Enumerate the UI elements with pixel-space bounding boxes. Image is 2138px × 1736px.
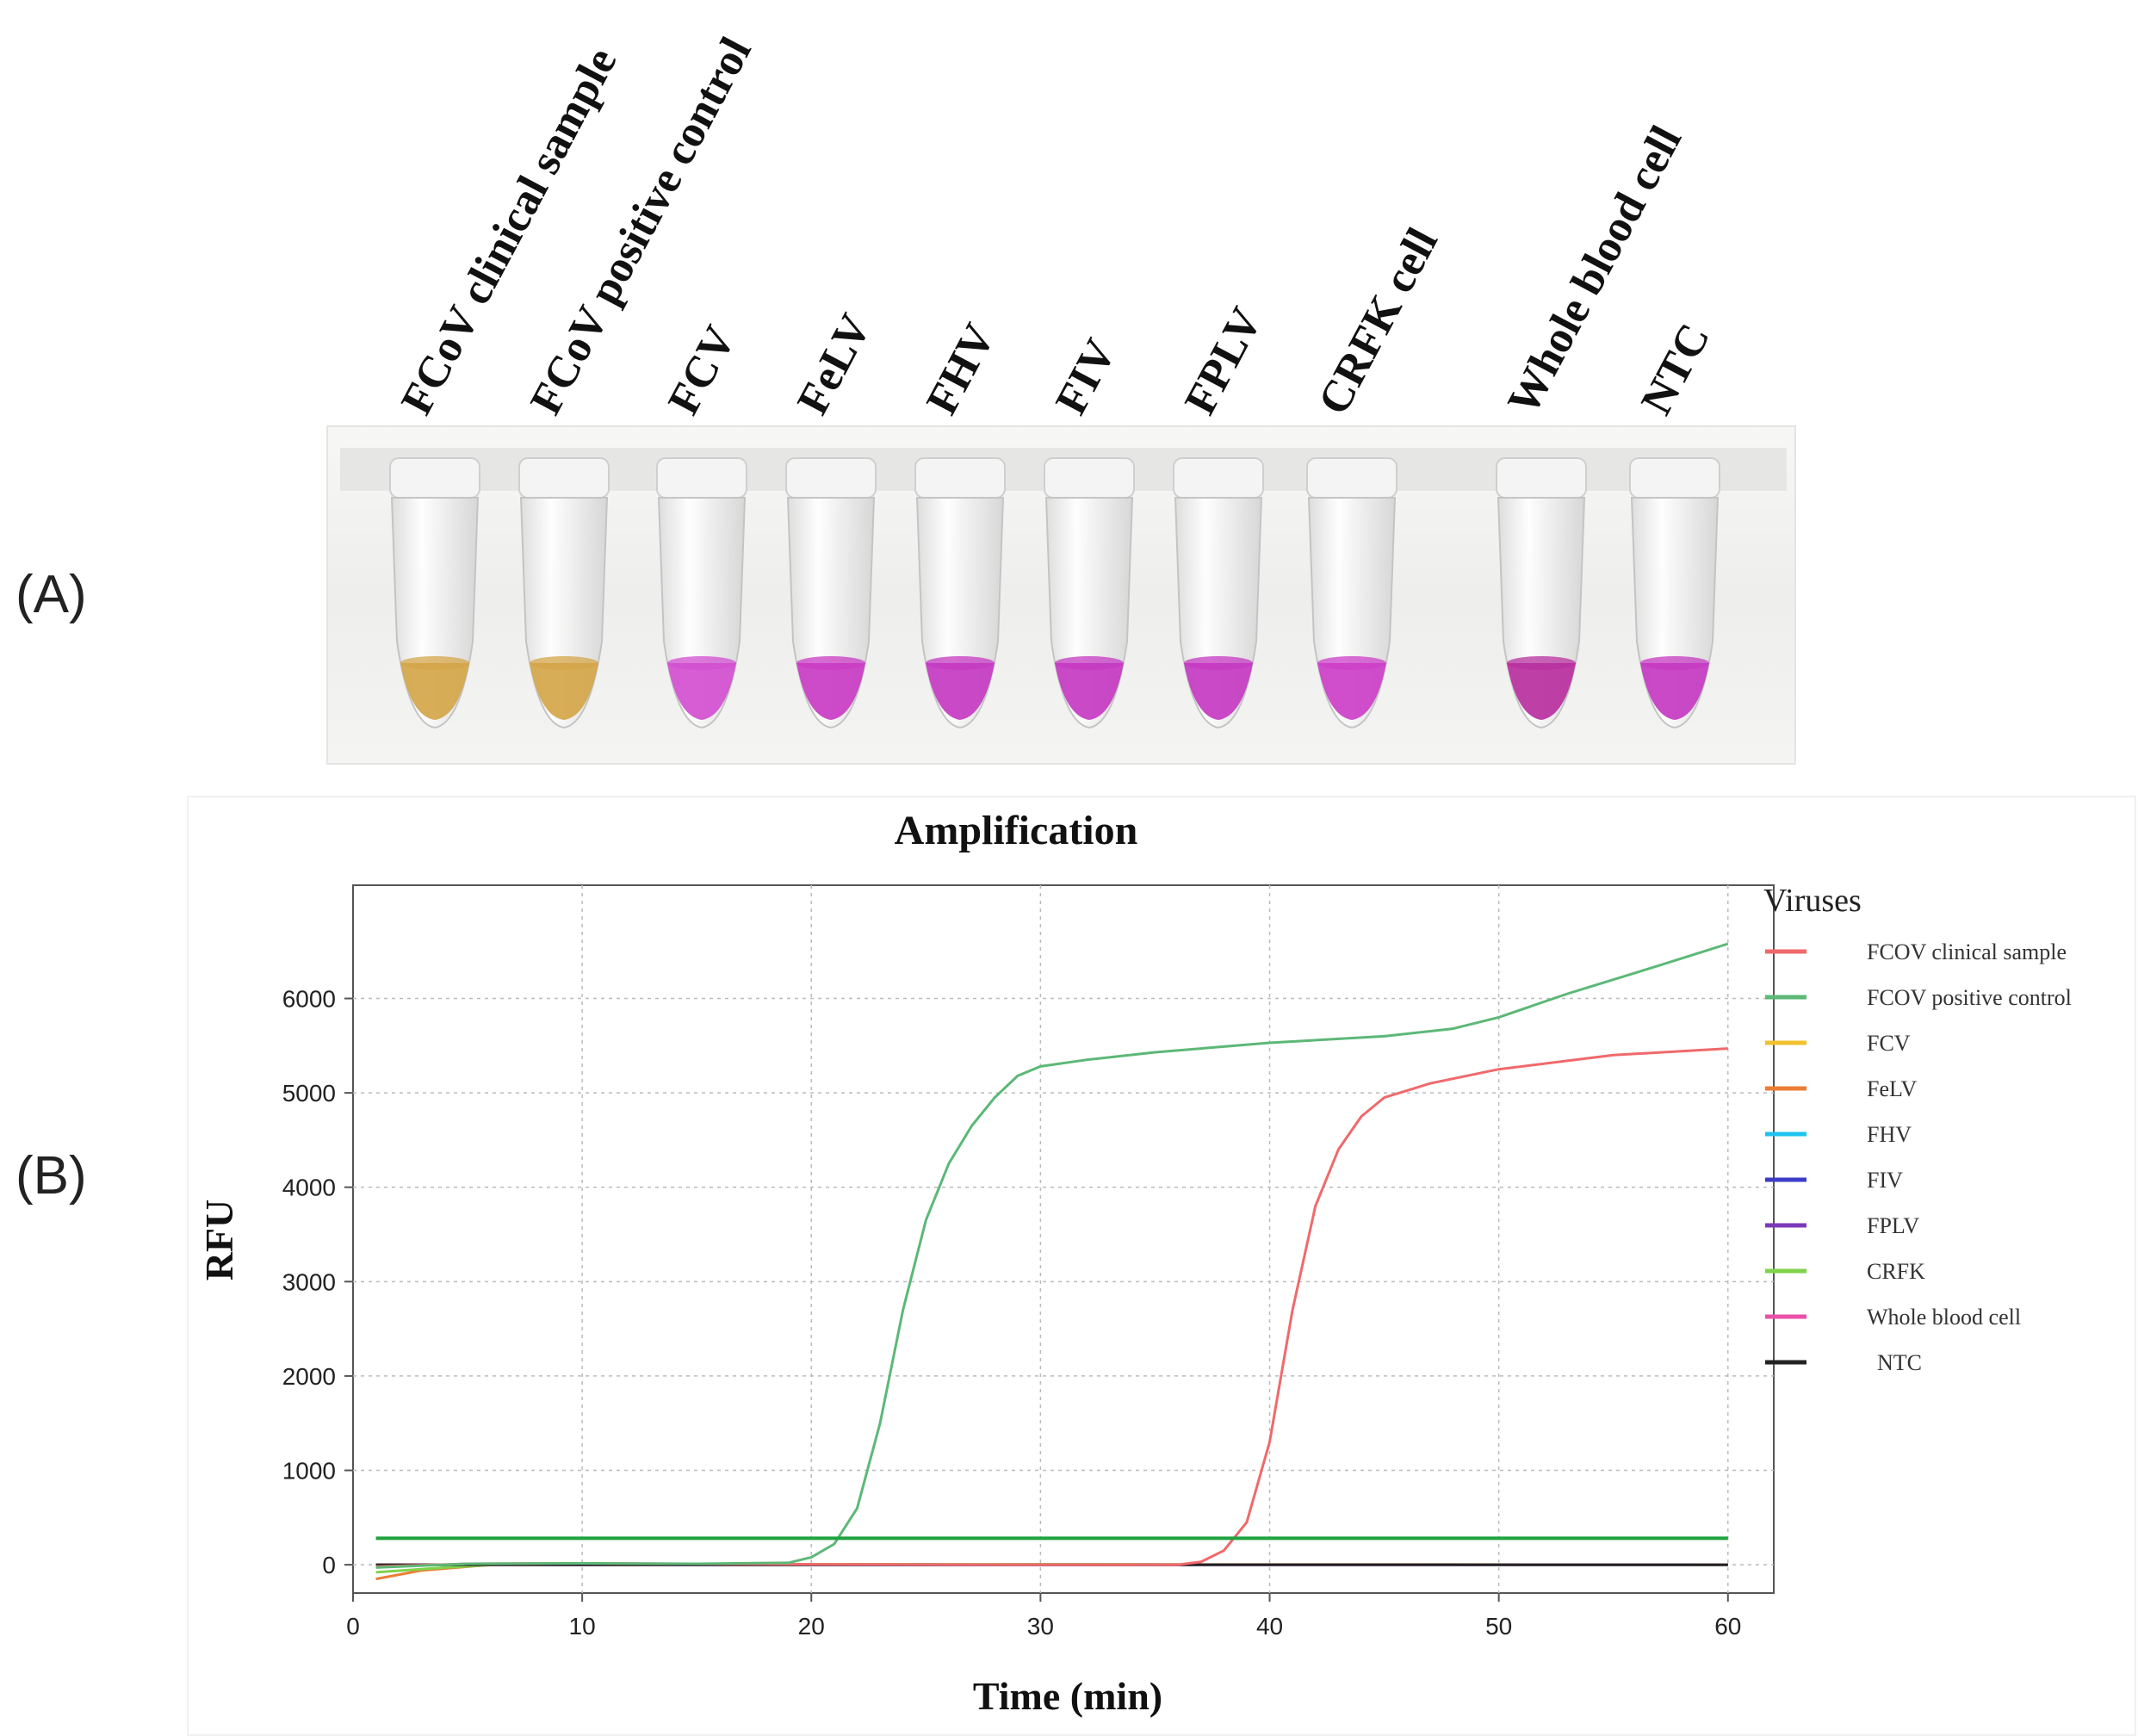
tube [785,457,877,729]
tube-liquid [530,663,598,720]
tube [656,457,747,729]
tube-liquid [796,663,865,720]
legend-entry: FCOV clinical sample [1867,939,2067,964]
tube [389,457,480,729]
tube-liquid [1055,663,1124,720]
tube [1044,457,1135,729]
y-tick-label: 2000 [282,1363,336,1390]
series-line-fcov-positive-control [375,942,1729,1569]
x-tick-label: 10 [569,1613,596,1640]
tube-liquid [1184,663,1253,720]
y-tick-label: 6000 [282,986,336,1013]
legend-entry: NTC [1877,1350,1922,1375]
legend-entry: FeLV [1867,1076,1917,1101]
panel-a-label: (A) [15,565,87,624]
tube [1173,457,1264,729]
legend-entry: FIV [1867,1168,1903,1193]
tube-liquid [926,663,995,720]
x-tick-label: 30 [1027,1613,1054,1640]
x-tick-label: 50 [1485,1613,1512,1640]
tube-liquid [1640,663,1709,720]
legend-entry: Whole blood cell [1867,1305,2021,1330]
legend-entry: FPLV [1867,1213,1919,1238]
x-tick-label: 0 [346,1613,360,1640]
x-tick-label: 40 [1256,1613,1283,1640]
tube [914,457,1006,729]
series-line-fcov-clinical-sample [375,1047,1728,1568]
y-tick-label: 3000 [282,1268,336,1295]
x-tick-label: 60 [1714,1613,1741,1640]
x-tick-label: 20 [798,1613,825,1640]
tube [1306,457,1397,729]
y-axis-label: RFU [197,1200,241,1281]
tube [518,457,610,729]
plot-area [352,884,1775,1594]
tube-liquid [400,663,469,720]
legend-title: Viruses [1763,883,1862,919]
y-tick-label: 0 [322,1552,336,1578]
legend-entry: FCOV positive control [1867,985,2072,1010]
chart-title: Amplification [895,808,1138,853]
panel-b-label: (B) [15,1146,87,1206]
y-tick-label: 5000 [282,1080,336,1107]
tube [1496,457,1587,729]
tube [1629,457,1720,729]
tube-liquid [1317,663,1386,720]
y-tick-label: 4000 [282,1175,336,1201]
x-axis-label: Time (min) [973,1674,1162,1718]
tube-liquid [667,663,736,720]
legend-entry: FCV [1867,1031,1911,1056]
tube-liquid [1507,663,1576,720]
legend-entry: CRFK [1867,1259,1925,1284]
y-tick-label: 1000 [282,1458,336,1485]
legend-entry: FHV [1867,1122,1912,1147]
